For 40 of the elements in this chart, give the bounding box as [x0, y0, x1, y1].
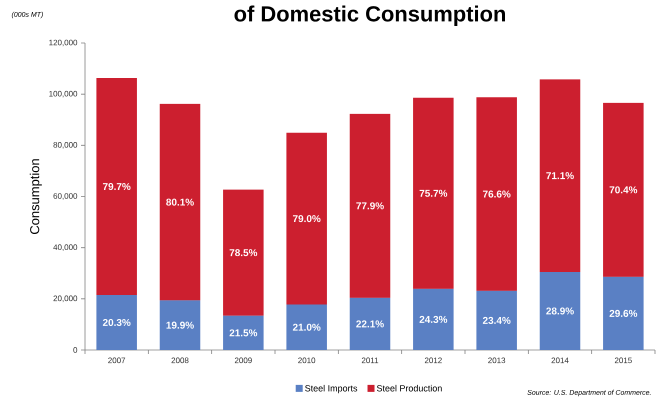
bar: [350, 114, 390, 298]
annotation: 71.1%: [546, 172, 574, 180]
legend-label: Steel Imports: [305, 384, 358, 394]
annotation: 80.1%: [166, 198, 194, 206]
bar: [223, 190, 264, 316]
annotation: 29.6%: [610, 310, 638, 317]
annotation: 22.1%: [356, 320, 384, 328]
bar: [350, 298, 390, 350]
bar: [413, 98, 454, 289]
bar: [286, 304, 327, 350]
bar: [413, 288, 454, 350]
annotation: 79.0%: [292, 215, 321, 222]
bar: [96, 78, 137, 295]
annotation: 70.4%: [610, 186, 638, 194]
legend-label: Steel Production: [376, 384, 442, 392]
bar: [603, 276, 644, 350]
annotation: 28.9%: [546, 307, 574, 315]
bar: [540, 79, 580, 272]
bar: [476, 290, 517, 350]
bar: [223, 316, 264, 350]
annotation: 78.5%: [230, 249, 258, 256]
annotation: 20.3%: [102, 318, 131, 326]
annotation: 77.9%: [356, 202, 384, 210]
annotation: 19.9%: [166, 322, 194, 329]
annotation: 23.4%: [482, 316, 511, 324]
bar: [160, 104, 200, 300]
bar: [160, 300, 200, 350]
annotation: 75.7%: [420, 190, 448, 197]
annotation: 76.6%: [482, 190, 511, 198]
bar: [540, 272, 580, 350]
bar: [286, 132, 327, 304]
annotation: 21.5%: [230, 329, 258, 336]
bar: [603, 102, 644, 277]
bar: [96, 294, 137, 350]
annotation: 79.7%: [102, 182, 131, 190]
y-axis-title: Consumption: [30, 159, 42, 234]
chart-title: of Domestic Consumption: [234, 6, 506, 26]
annotation: 21.0%: [292, 324, 321, 331]
annotation: 24.3%: [420, 316, 448, 323]
bar: [476, 97, 517, 291]
